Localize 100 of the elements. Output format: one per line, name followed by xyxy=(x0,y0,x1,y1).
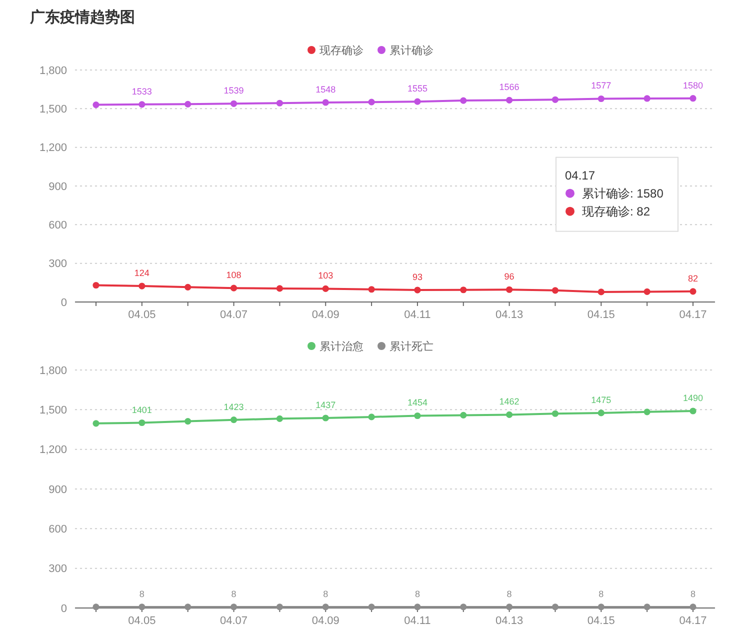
point xyxy=(138,419,146,426)
data-label: 8 xyxy=(414,588,420,599)
y-tick-label: 1,200 xyxy=(39,142,67,154)
point xyxy=(414,604,421,610)
point xyxy=(230,284,238,292)
point xyxy=(414,98,421,105)
point xyxy=(690,604,696,610)
annotation: 累计确诊: 1580 xyxy=(582,186,664,201)
point xyxy=(552,96,559,103)
data-label: 1462 xyxy=(499,396,520,407)
point xyxy=(184,604,192,610)
x-tick-label: 04.09 xyxy=(312,309,340,321)
legend-label: 现存确诊 xyxy=(320,44,364,57)
data-label: 96 xyxy=(504,272,514,282)
point xyxy=(690,408,696,414)
x-tick-label: 04.07 xyxy=(220,615,248,627)
data-label: 108 xyxy=(226,270,242,280)
data-label: 8 xyxy=(323,588,328,599)
data-label: 8 xyxy=(506,588,512,599)
point xyxy=(552,604,559,610)
point xyxy=(230,416,238,424)
point xyxy=(460,286,467,294)
data-label: 1490 xyxy=(682,392,704,403)
point xyxy=(276,100,283,106)
x-tick-label: 04.07 xyxy=(220,309,248,321)
x-tick-label: 04.17 xyxy=(679,615,707,627)
point xyxy=(506,286,513,293)
point xyxy=(276,285,283,292)
data-label: 1401 xyxy=(132,404,152,415)
data-label: 1423 xyxy=(224,402,244,412)
point xyxy=(690,288,696,295)
point xyxy=(276,415,283,422)
y-tick-label: 600 xyxy=(48,524,67,536)
y-tick-label: 900 xyxy=(48,180,67,193)
point xyxy=(506,604,513,610)
x-tick-label: 04.13 xyxy=(496,615,524,627)
chart-title: 广东疫情趋势图 xyxy=(29,8,135,26)
y-tick-label: 1,800 xyxy=(39,64,67,77)
y-tick-label: 0 xyxy=(60,602,67,615)
point xyxy=(552,287,559,294)
data-label: 1580 xyxy=(682,80,704,90)
point xyxy=(368,414,375,420)
data-label: 8 xyxy=(139,588,144,599)
x-tick-label: 04.05 xyxy=(128,309,156,321)
point xyxy=(414,286,421,294)
data-label: 93 xyxy=(412,272,422,282)
y-tick-label: 0 xyxy=(60,296,67,309)
point xyxy=(598,604,604,610)
data-label: 8 xyxy=(690,588,696,599)
point xyxy=(460,604,467,610)
data-label: 103 xyxy=(318,270,334,281)
data-label: 8 xyxy=(598,588,604,599)
x-tick-label: 04.17 xyxy=(679,309,707,321)
data-label: 1454 xyxy=(407,398,428,408)
point xyxy=(138,604,146,610)
x-tick-label: 04.05 xyxy=(128,615,156,627)
point xyxy=(322,99,329,106)
point xyxy=(322,285,329,292)
point xyxy=(644,408,650,416)
point xyxy=(460,412,467,419)
data-label: 1475 xyxy=(591,394,612,405)
legend-label: 累计死亡 xyxy=(390,340,434,353)
data-label: 124 xyxy=(134,268,150,278)
point xyxy=(92,604,100,610)
point xyxy=(184,284,192,290)
point xyxy=(138,282,146,290)
y-tick-label: 1,500 xyxy=(39,104,67,116)
point xyxy=(644,95,650,102)
legend-label: 累计确诊 xyxy=(390,44,434,57)
y-tick-label: 300 xyxy=(48,563,67,576)
annotation: 现存确诊: 82 xyxy=(582,204,650,219)
data-label: 1566 xyxy=(499,82,520,92)
legend-label: 累计治愈 xyxy=(320,340,364,353)
point xyxy=(644,604,650,610)
x-tick-label: 04.15 xyxy=(587,309,615,321)
data-label: 1533 xyxy=(132,86,152,96)
point xyxy=(598,288,604,296)
data-label: 82 xyxy=(688,273,698,284)
data-label: 1555 xyxy=(407,84,428,94)
point xyxy=(322,414,329,422)
point xyxy=(230,100,238,107)
point xyxy=(92,282,100,289)
y-tick-label: 600 xyxy=(48,220,67,232)
point xyxy=(644,288,650,295)
y-tick-label: 1,800 xyxy=(39,364,67,377)
point xyxy=(460,97,467,104)
point xyxy=(506,411,513,418)
point xyxy=(368,98,375,106)
point xyxy=(506,96,513,104)
point xyxy=(276,604,283,610)
point xyxy=(184,100,192,108)
data-label: 8 xyxy=(231,588,236,599)
data-label: 1437 xyxy=(316,400,336,410)
point xyxy=(690,95,696,102)
y-tick-label: 900 xyxy=(48,484,67,496)
x-tick-label: 04.13 xyxy=(496,309,524,321)
data-label: 1577 xyxy=(591,80,612,91)
point xyxy=(92,420,100,427)
point xyxy=(322,604,329,610)
point xyxy=(598,95,604,102)
